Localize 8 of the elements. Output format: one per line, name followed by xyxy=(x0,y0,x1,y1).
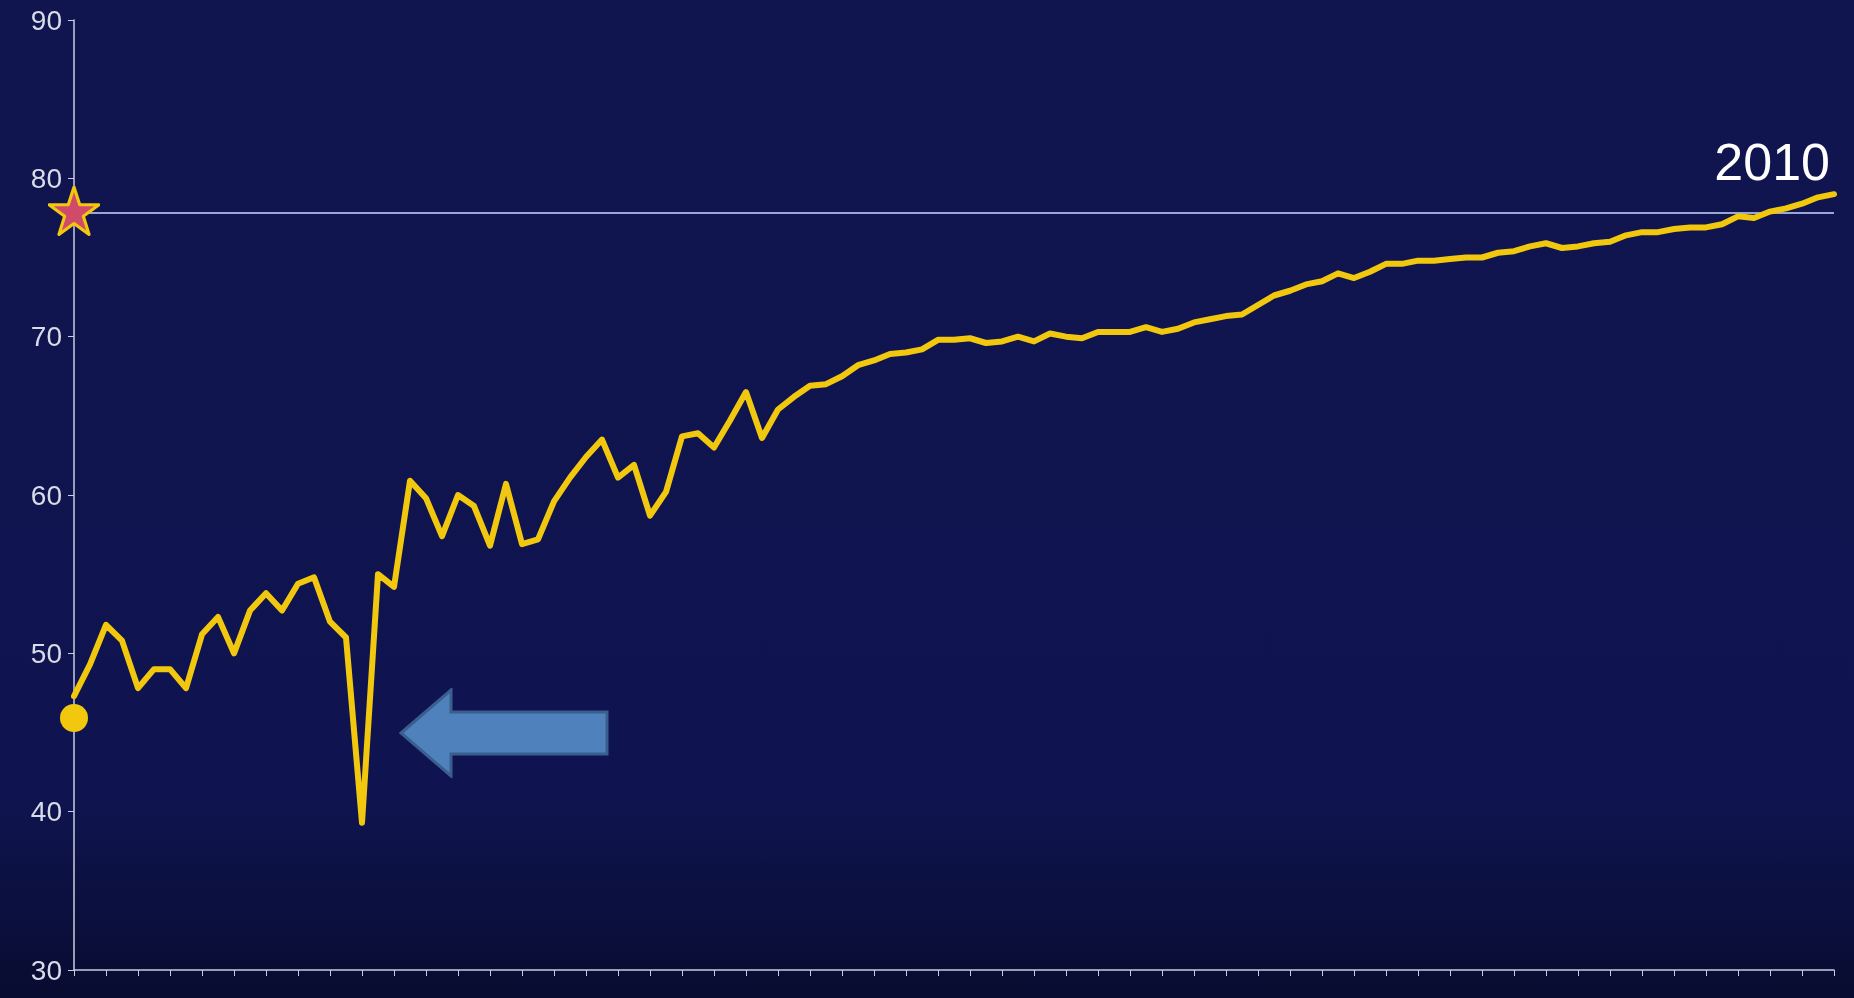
y-tick-label: 80 xyxy=(30,162,62,194)
annotation: 2010 xyxy=(1714,133,1830,192)
y-tick-label: 40 xyxy=(30,796,62,828)
y-tick-label: 30 xyxy=(30,954,62,986)
y-tick-label: 60 xyxy=(30,479,62,511)
y-tick-label: 50 xyxy=(30,637,62,669)
y-tick-label: 90 xyxy=(30,4,62,36)
y-tick-label: 70 xyxy=(30,321,62,353)
